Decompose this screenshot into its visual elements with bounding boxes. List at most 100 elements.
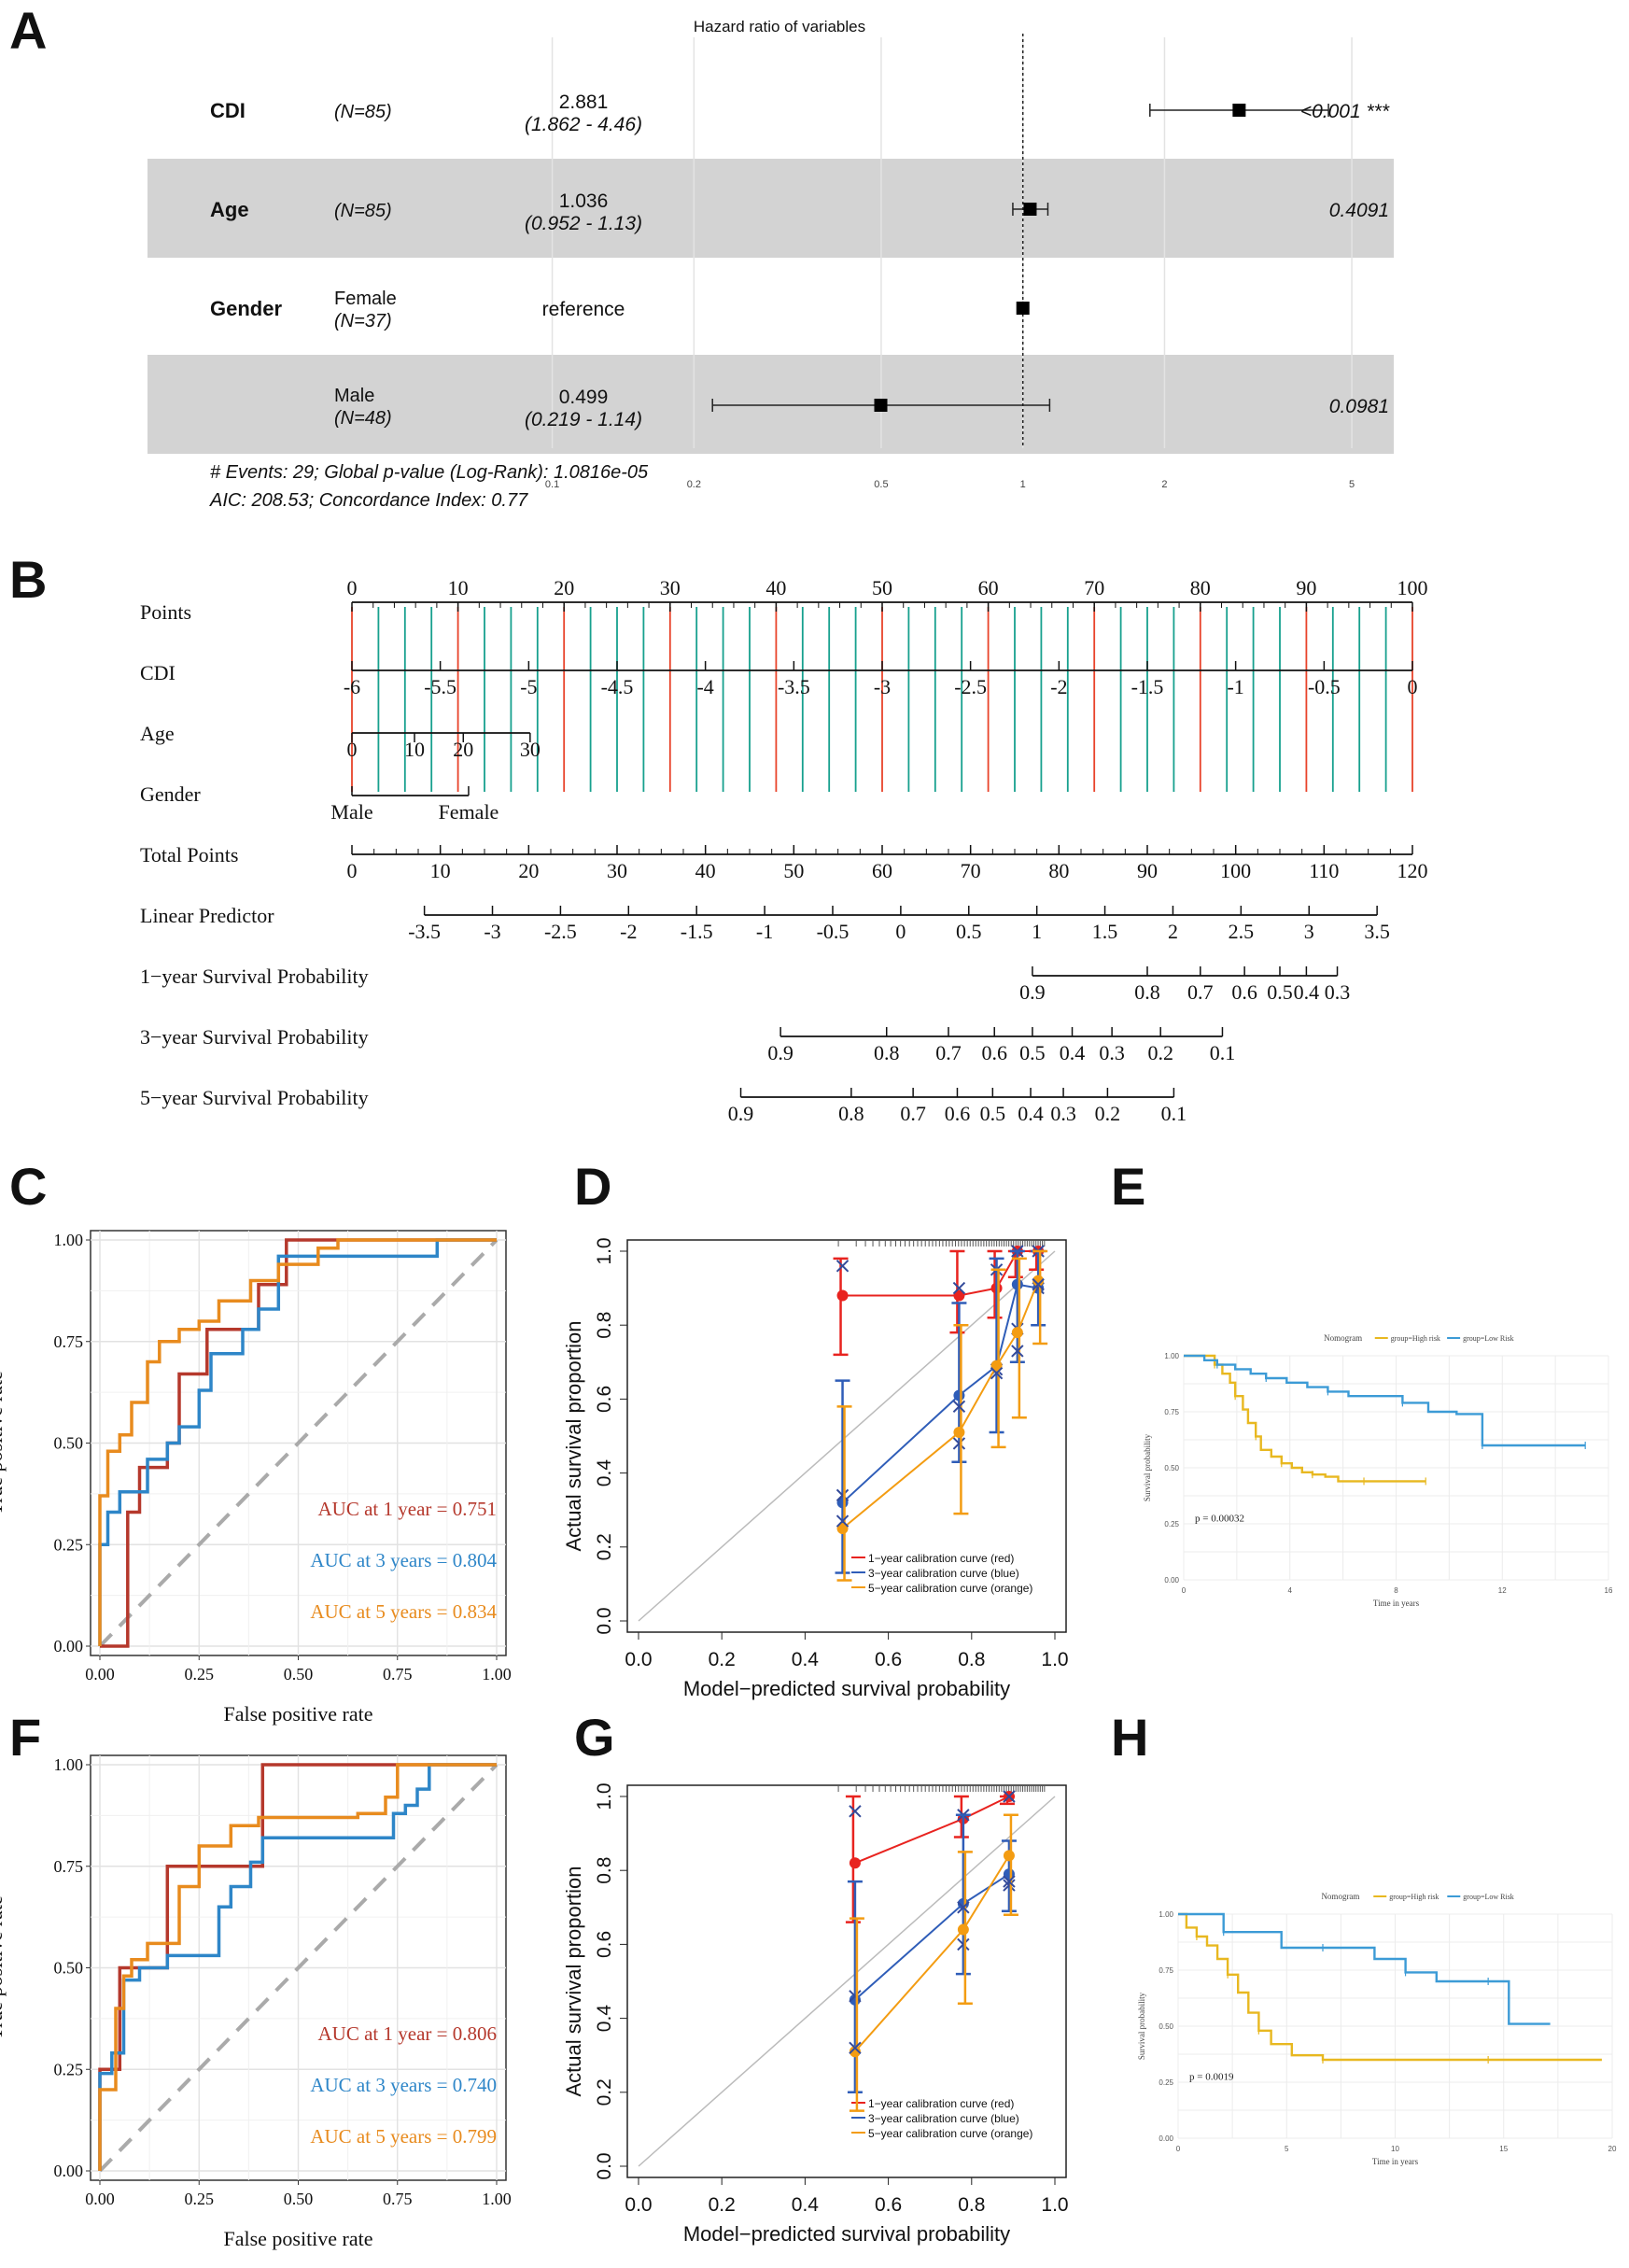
forest-row-ci: (0.219 - 1.14) (525, 409, 642, 430)
calibration-point (1003, 1850, 1015, 1862)
nomogram-tick-label: -5 (520, 675, 537, 698)
forest-band (147, 159, 1394, 258)
forest-row-pvalue: 0.0981 (1329, 396, 1389, 417)
km-y-axis-title: Survival probability (1137, 1992, 1146, 2060)
nomogram-tick-label: 0.4 (1294, 980, 1320, 1004)
km-y-tick-label: 0.25 (1164, 1520, 1179, 1528)
km-p-value: p = 0.00032 (1195, 1514, 1244, 1525)
forest-row-sublabel: Female (334, 289, 397, 309)
forest-point (1016, 302, 1030, 315)
nomogram-tick-label: 80 (1048, 859, 1069, 882)
km-y-tick-label: 0.25 (1159, 2078, 1173, 2087)
roc-y-axis-title: True positive rate (0, 1895, 7, 2039)
roc-curve-3 (98, 1238, 497, 1646)
nomogram-tick-label: -1.5 (1131, 675, 1164, 698)
forest-tick-label: 0.5 (874, 479, 888, 490)
nomogram-tick-label: -3 (874, 675, 891, 698)
forest-tick-label: 0.2 (687, 479, 701, 490)
km-y-tick-label: 1.00 (1159, 1910, 1173, 1919)
calibration-x-tick-label: 1.0 (1041, 1649, 1068, 1670)
roc-diagonal (98, 1763, 499, 2173)
calibration-y-axis-title: Actual survival proportion (562, 1320, 585, 1551)
km-y-tick-label: 1.00 (1164, 1352, 1179, 1360)
nomogram-tick-label: 30 (660, 576, 681, 599)
nomogram-tick-label: 60 (872, 859, 892, 882)
calibration-legend-label: 1−year calibration curve (red) (868, 1552, 1014, 1565)
km-legend-label: group=Low Risk (1463, 1893, 1514, 1901)
nomogram-row-label: Age (140, 722, 175, 745)
nomogram-tick-label: Female (439, 800, 499, 824)
calibration-y-tick-label: 0.8 (594, 1857, 615, 1884)
calibration-ideal-line (638, 1250, 1056, 1622)
roc-y-tick-label: 0.00 (54, 1637, 84, 1655)
km-x-axis-title: Time in years (1372, 2157, 1419, 2166)
roc-diagonal (98, 1238, 499, 1648)
km-y-axis-title: Survival probability (1143, 1433, 1152, 1501)
calibration-ideal-line (638, 1796, 1056, 2167)
nomogram-tick-label: 0.1 (1210, 1041, 1236, 1064)
nomogram-tick-label: -2.5 (544, 920, 577, 943)
roc-auc-label: AUC at 3 years = 0.740 (310, 2074, 497, 2096)
nomogram-tick-label: -0.5 (1308, 675, 1341, 698)
roc-curve-3 (98, 1763, 497, 2171)
km-x-tick-label: 5 (1285, 2145, 1289, 2153)
forest-row-hr: 2.881 (559, 92, 609, 113)
nomogram-tick-label: 0 (347, 859, 358, 882)
nomogram-tick-label: 80 (1190, 576, 1211, 599)
calibration-km-marker (849, 1805, 862, 1818)
km-x-tick-label: 15 (1499, 2145, 1508, 2153)
calibration-km-marker (1003, 1790, 1016, 1803)
km-curve-1 (1184, 1354, 1426, 1483)
km-x-tick-label: 0 (1182, 1586, 1187, 1595)
km-x-tick-label: 10 (1391, 2145, 1399, 2153)
nomogram-tick-label: 90 (1296, 576, 1316, 599)
nomogram-tick-label: 0.2 (1095, 1102, 1121, 1125)
nomogram-tick-label: -1.5 (681, 920, 713, 943)
panel-letter-g: G (574, 1708, 615, 1767)
nomogram-tick-label: 10 (448, 576, 469, 599)
nomogram-tick-label: 1 (1032, 920, 1042, 943)
panel-letter-h: H (1111, 1708, 1148, 1767)
calibration-point (990, 1359, 1003, 1372)
roc-x-tick-label: 0.25 (185, 2190, 215, 2208)
nomogram-tick-label: 0.8 (874, 1041, 900, 1064)
km-y-tick-label: 0.75 (1164, 1408, 1179, 1416)
calibration-y-tick-label: 0.4 (594, 2005, 615, 2033)
calibration-y-tick-label: 0.2 (594, 1533, 615, 1560)
nomogram-row-label: 3−year Survival Probability (140, 1025, 369, 1049)
nomogram-tick-label: 0.7 (1187, 980, 1214, 1004)
panel-letter-f: F (9, 1708, 41, 1767)
nomogram-tick-label: 0 (1408, 675, 1418, 698)
calibration-y-tick-label: 1.0 (594, 1782, 615, 1810)
calibration-point (953, 1389, 965, 1402)
calibration-km-marker (1032, 1277, 1045, 1291)
calibration-km-marker (836, 1514, 850, 1528)
nomogram-tick-label: 20 (453, 738, 473, 761)
nomogram-tick-label: -4.5 (601, 675, 634, 698)
forest-band (147, 355, 1394, 454)
calibration-km-marker (1003, 1875, 1016, 1888)
nomogram-tick-label: 0.9 (767, 1041, 793, 1064)
km-x-tick-label: 4 (1288, 1586, 1293, 1595)
calibration-km-marker (957, 1937, 970, 1951)
nomogram-tick-label: 30 (520, 738, 541, 761)
forest-row-n: (N=37) (334, 311, 392, 331)
roc-auc-label: AUC at 1 year = 0.751 (318, 1498, 497, 1520)
forest-footer: # Events: 29; Global p-value (Log-Rank):… (210, 462, 649, 483)
panel-letter-a: A (9, 1, 47, 60)
calibration-point (1032, 1275, 1045, 1287)
roc-plot-f: 0.000.00 0.25 0.25 0.50 0.50 0.75 0.75 1.00 1.00… (0, 1754, 512, 2250)
panel-letter-b: B (9, 550, 47, 609)
nomogram-tick-label: 0.1 (1161, 1102, 1187, 1125)
km-y-tick-label: 0.50 (1159, 2022, 1173, 2031)
forest-row-hr: reference (542, 299, 625, 320)
calibration-point (957, 1923, 969, 1936)
km-p-value: p = 0.0019 (1189, 2072, 1234, 2083)
nomogram-tick-label: 3.5 (1364, 920, 1390, 943)
km-legend-title: Nomogram (1324, 1333, 1362, 1343)
roc-y-axis-title: True positive rate (0, 1371, 7, 1514)
nomogram-tick-label: -2.5 (954, 675, 987, 698)
calibration-legend-label: 3−year calibration curve (blue) (868, 1567, 1019, 1580)
roc-auc-label: AUC at 1 year = 0.806 (318, 2022, 497, 2045)
forest-tick-label: 1 (1020, 479, 1026, 490)
